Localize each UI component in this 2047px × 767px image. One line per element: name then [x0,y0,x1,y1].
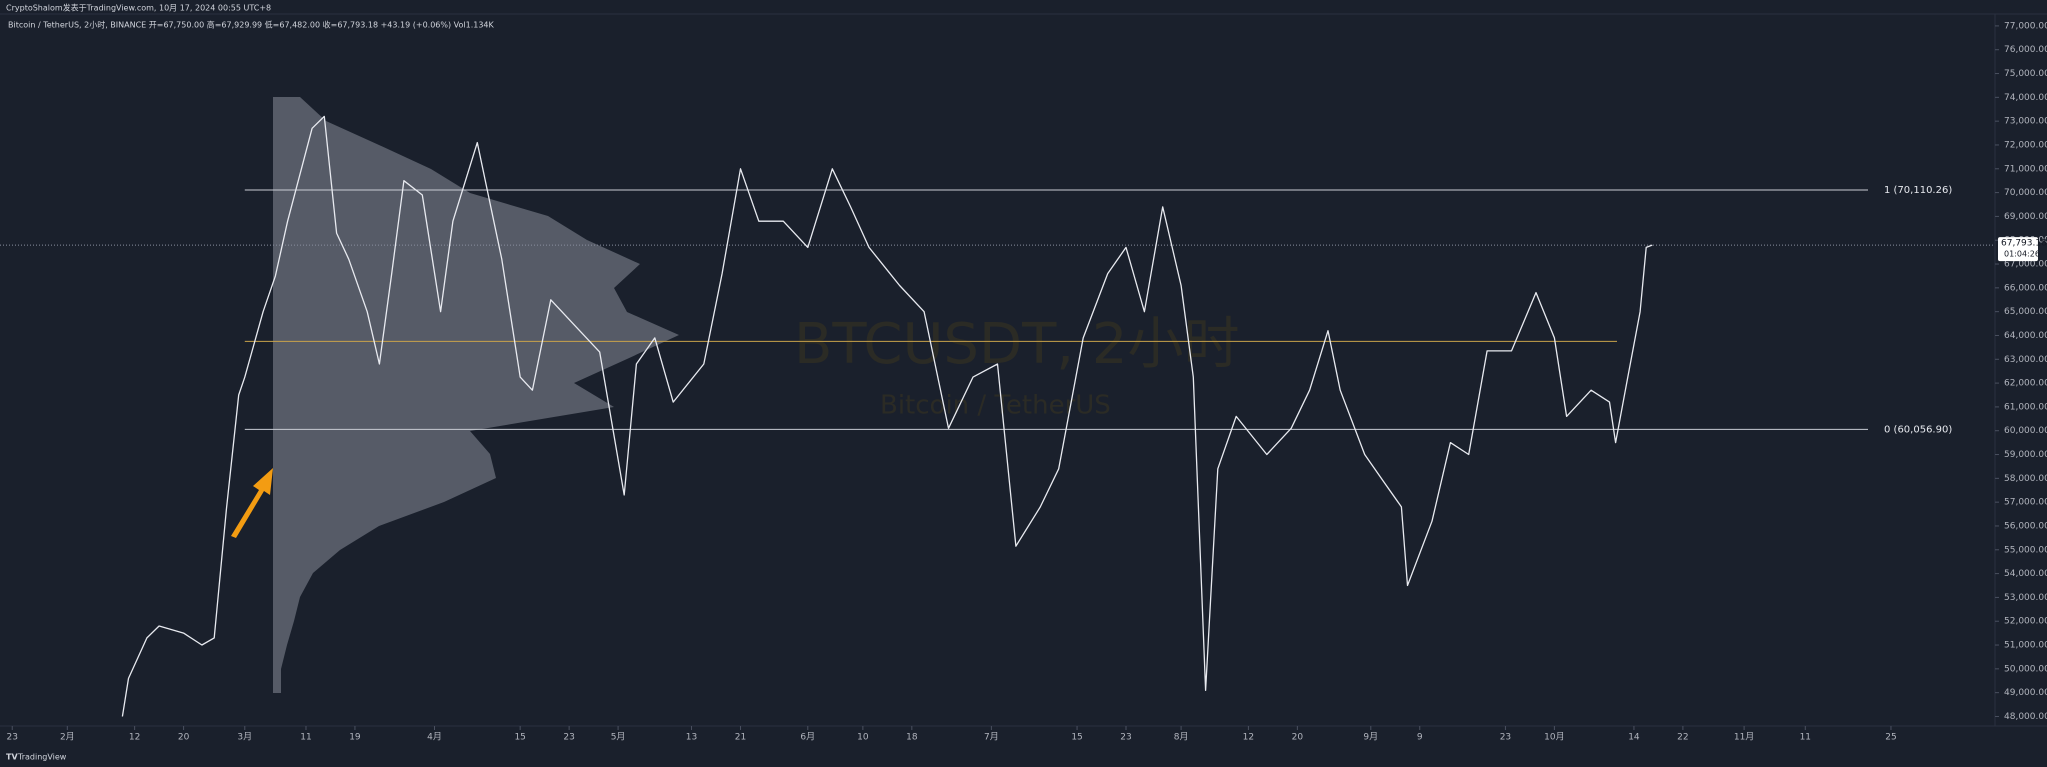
x-tick-label: 15 [514,733,525,743]
y-tick-label: 60,000.00 [2004,426,2047,436]
y-tick-label: 57,000.00 [2004,498,2047,508]
y-tick-label: 70,000.00 [2004,188,2047,198]
x-tick-label: 23 [1500,733,1511,743]
y-tick-label: 62,000.00 [2004,379,2047,389]
y-tick-label: 65,000.00 [2004,307,2047,317]
annotation-arrow [231,468,273,538]
x-tick-label: 21 [735,733,746,743]
x-tick-label: 25 [1885,733,1896,743]
x-tick-label: 9月 [1363,732,1378,743]
x-tick-label: 3月 [237,732,252,743]
y-tick-label: 66,000.00 [2004,283,2047,293]
fib-level-label: 1 (70,110.26) [1884,185,1952,196]
x-tick-label: 15 [1071,733,1082,743]
watermark-title: BTCUSDT, 2小时 [794,312,1240,377]
y-tick-label: 58,000.00 [2004,474,2047,484]
y-tick-label: 71,000.00 [2004,164,2047,174]
y-tick-label: 48,000.00 [2004,712,2047,722]
x-tick-label: 23 [563,733,574,743]
volume-profile [273,97,679,693]
x-tick-label: 12 [129,733,140,743]
y-tick-label: 59,000.00 [2004,450,2047,460]
x-tick-label: 13 [686,733,697,743]
x-tick-label: 18 [906,733,918,743]
y-tick-label: 76,000.00 [2004,45,2047,55]
x-tick-label: 2月 [60,732,75,743]
y-tick-label: 49,000.00 [2004,688,2047,698]
x-tick-label: 14 [1628,733,1640,743]
footer-logo: TV [6,753,18,762]
last-price-label: 67,793.18 [2001,239,2047,249]
x-tick-label: 23 [7,733,18,743]
y-tick-label: 52,000.00 [2004,617,2047,627]
x-tick-label: 23 [1120,733,1131,743]
price-line [121,115,1653,717]
y-tick-label: 74,000.00 [2004,93,2047,103]
x-tick-label: 7月 [984,732,999,743]
footer-brand: TradingView [17,753,67,762]
y-tick-label: 77,000.00 [2004,21,2047,31]
x-tick-label: 11 [300,733,311,743]
y-tick-label: 64,000.00 [2004,331,2047,341]
last-price-box [1998,237,2038,262]
publisher: CryptoShalom发表于TradingView.com, 10月 17, … [6,3,271,13]
x-tick-label: 8月 [1174,732,1189,743]
countdown-label: 01:04:26 [2004,250,2040,259]
x-tick-label: 12 [1243,733,1254,743]
y-tick-label: 61,000.00 [2004,402,2047,412]
x-tick-label: 10 [857,733,869,743]
x-tick-label: 5月 [611,732,626,743]
fib-level-label: 0 (60,056.90) [1884,424,1952,435]
y-tick-label: 53,000.00 [2004,593,2047,603]
y-tick-label: 51,000.00 [2004,641,2047,651]
y-tick-label: 56,000.00 [2004,521,2047,531]
y-tick-label: 50,000.00 [2004,664,2047,674]
x-tick-label: 20 [1292,733,1304,743]
y-tick-label: 72,000.00 [2004,140,2047,150]
x-tick-label: 22 [1677,733,1688,743]
x-tick-label: 10月 [1544,732,1564,743]
y-tick-label: 54,000.00 [2004,569,2047,579]
x-tick-label: 20 [178,733,190,743]
x-tick-label: 4月 [427,732,442,743]
watermark-subtitle: Bitcoin / TetherUS [880,391,1111,421]
y-tick-label: 67,000.00 [2004,260,2047,270]
x-tick-label: 6月 [800,732,815,743]
x-tick-label: 19 [349,733,361,743]
symbol-info: Bitcoin / TetherUS, 2小时, BINANCE 开=67,75… [8,20,495,30]
x-tick-label: 9 [1417,733,1423,743]
x-tick-label: 11 [1800,733,1811,743]
x-tick-label: 11月 [1734,732,1754,743]
y-tick-label: 63,000.00 [2004,355,2047,365]
y-tick-label: 73,000.00 [2004,117,2047,127]
y-tick-label: 55,000.00 [2004,545,2047,555]
y-tick-label: 69,000.00 [2004,212,2047,222]
y-tick-label: 75,000.00 [2004,69,2047,79]
